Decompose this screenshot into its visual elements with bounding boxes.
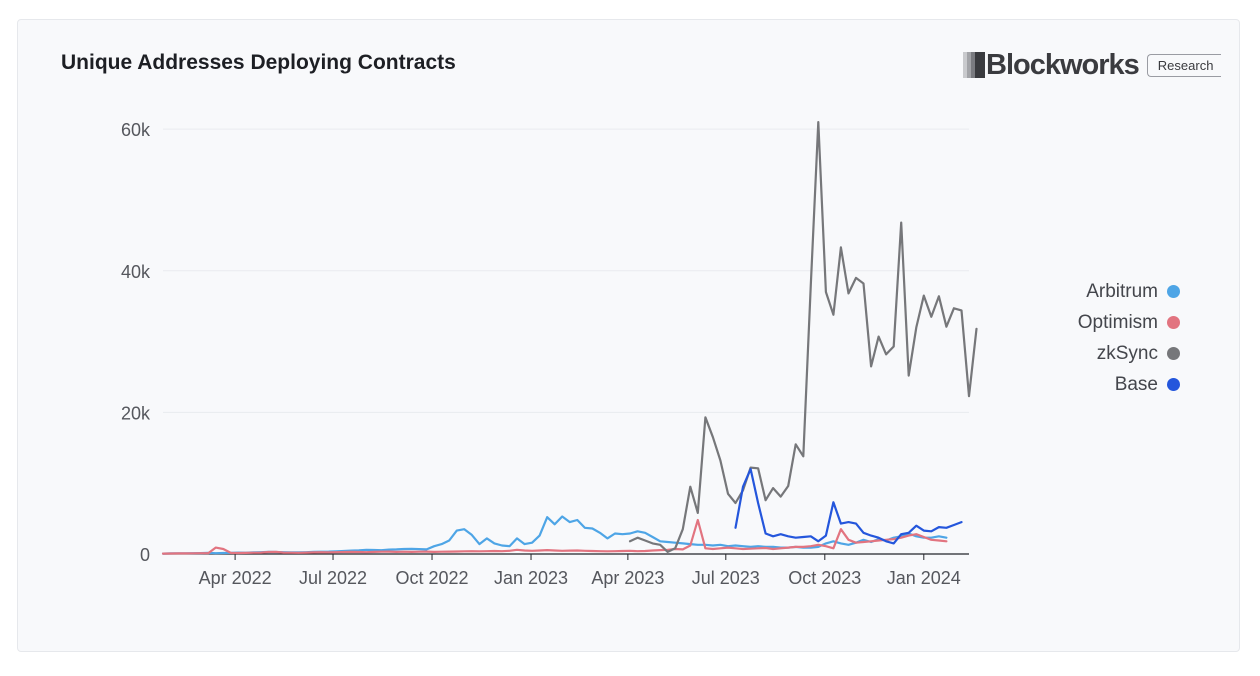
series-line-zksync	[628, 120, 978, 554]
legend-label: zkSync	[1096, 342, 1158, 364]
legend-label: Optimism	[1077, 311, 1158, 333]
legend-label: Base	[1114, 373, 1158, 395]
chart-card	[17, 19, 1240, 652]
series-line-base	[734, 467, 963, 545]
y-axis: 0 20k 40k 60k	[121, 120, 151, 565]
x-tick-label: Jan 2023	[494, 568, 568, 588]
legend-item-base[interactable]: Base	[1000, 369, 1180, 400]
brand-badge: Research	[1146, 53, 1222, 77]
x-tick-label: Oct 2022	[396, 568, 469, 588]
brand-logo: Blockworks Research	[963, 48, 1222, 81]
legend-dot-icon	[1167, 285, 1180, 298]
legend-dot-icon	[1167, 378, 1180, 391]
legend-dot-icon	[1167, 347, 1180, 360]
x-tick-label: Jan 2024	[887, 568, 961, 588]
legend-dot-icon	[1167, 316, 1180, 329]
series-line-optimism	[161, 518, 948, 555]
legend-label: Arbitrum	[1086, 280, 1158, 302]
y-tick-label: 60k	[121, 120, 151, 140]
legend-item-optimism[interactable]: Optimism	[1000, 307, 1180, 338]
legend-item-arbitrum[interactable]: Arbitrum	[1000, 276, 1180, 307]
y-tick-label: 20k	[121, 403, 151, 423]
x-tick-label: Apr 2023	[591, 568, 664, 588]
brand-name: Blockworks	[986, 48, 1140, 81]
x-tick-label: Jul 2022	[299, 568, 367, 588]
y-tick-label: 0	[140, 545, 150, 565]
chart-title: Unique Addresses Deploying Contracts	[61, 51, 456, 74]
y-tick-label: 40k	[121, 262, 151, 282]
blockworks-logo-icon	[963, 52, 985, 78]
x-tick-label: Apr 2022	[199, 568, 272, 588]
series-lines	[161, 120, 978, 555]
x-tick-label: Oct 2023	[788, 568, 861, 588]
x-axis: Apr 2022 Jul 2022 Oct 2022 Jan 2023 Apr 2023…	[163, 553, 969, 588]
legend: Arbitrum Optimism zkSync Base	[1000, 276, 1180, 400]
legend-item-zksync[interactable]: zkSync	[1000, 338, 1180, 369]
x-tick-label: Jul 2023	[692, 568, 760, 588]
grid-lines	[163, 128, 969, 413]
